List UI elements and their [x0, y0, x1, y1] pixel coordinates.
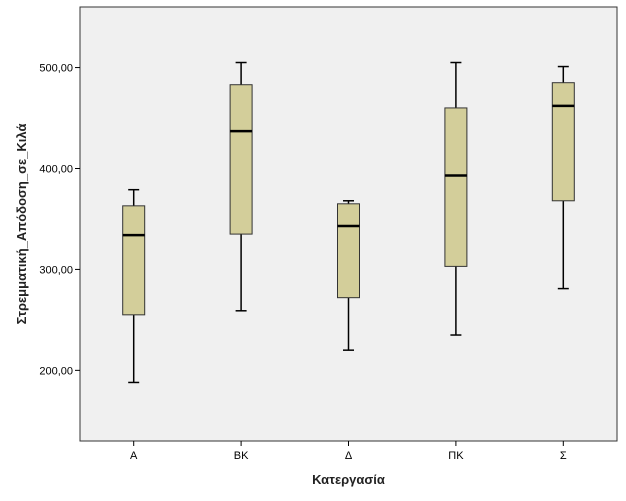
y-tick-label: 200,00: [39, 365, 73, 377]
iqr-box: [122, 205, 146, 316]
x-axis: Α ΒΚ Δ ΠΚ Σ: [130, 441, 567, 462]
iqr-box: [444, 107, 468, 267]
box-Δ: [337, 200, 360, 351]
x-axis-title: Κατεργασία: [312, 472, 385, 487]
x-tick-label: Α: [130, 450, 138, 462]
iqr-box: [337, 203, 360, 299]
y-axis: 200,00 300,00 400,00 500,00: [39, 63, 80, 377]
iqr-box: [229, 84, 253, 235]
box-Σ: [551, 65, 575, 290]
x-tick-label: ΒΚ: [234, 450, 249, 462]
y-tick-label: 400,00: [39, 163, 73, 175]
box-ΒΚ: [229, 61, 253, 312]
y-axis-title: Στρεμματική_Απόδοση_σε_Κιλά: [14, 124, 29, 325]
x-tick-label: Δ: [345, 450, 353, 462]
y-tick-label: 300,00: [39, 264, 73, 276]
iqr-box: [551, 82, 575, 202]
y-tick-label: 500,00: [39, 63, 73, 75]
x-tick-label: Σ: [560, 450, 567, 462]
x-tick-label: ΠΚ: [448, 450, 464, 462]
boxes-group: [122, 61, 575, 384]
box-Α: [122, 188, 146, 384]
box-ΠΚ: [444, 61, 468, 336]
